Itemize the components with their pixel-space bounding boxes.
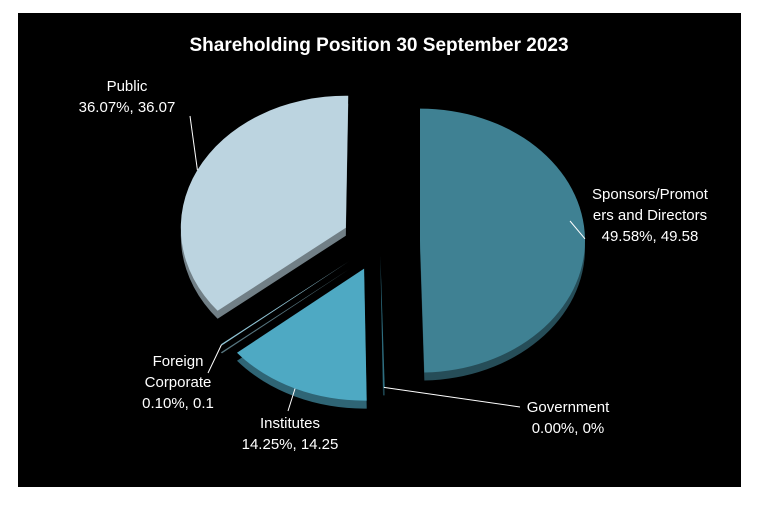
pie-slice-side-3 (220, 269, 350, 354)
data-label-1: Government 0.00%, 0% (527, 399, 610, 437)
leader-line-2 (287, 388, 296, 412)
data-label-0: Sponsors/Promot ers and Directors 49.58%, … (592, 186, 709, 245)
leader-line-3 (207, 344, 222, 374)
data-label-2: Institutes 14.25%, 14.25 (242, 415, 339, 453)
data-label-4: Public 36.07%, 36.07 (79, 78, 176, 116)
pie-slice-4 (180, 95, 349, 311)
leader-line-1 (383, 386, 521, 408)
pie-chart: Shareholding Position 30 September 2023 … (79, 35, 709, 453)
chart-title: Shareholding Position 30 September 2023 (189, 35, 568, 56)
slice-labels: Sponsors/Promot ers and Directors 49.58%, … (79, 78, 709, 453)
pie-slice-1 (380, 255, 385, 388)
pie-slices (180, 95, 585, 409)
chart-frame: Shareholding Position 30 September 2023 … (18, 13, 741, 487)
leader-line-0 (569, 220, 586, 240)
leader-line-4 (189, 115, 198, 171)
pie-slice-3 (220, 261, 350, 346)
leader-lines (189, 115, 586, 412)
pie-slice-2 (236, 268, 367, 401)
pie-slice-0 (419, 108, 585, 373)
data-label-3: Foreign Corporate 0.10%, 0.1 (142, 353, 214, 412)
